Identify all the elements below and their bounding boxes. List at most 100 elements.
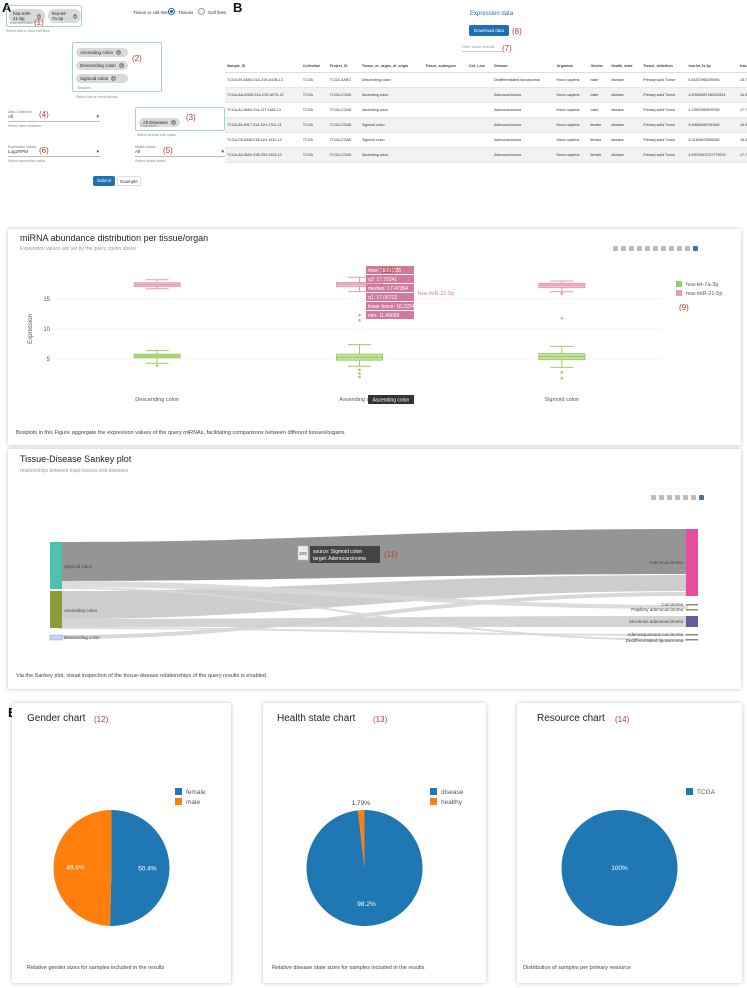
disease-chip[interactable]: All Diseases × xyxy=(139,118,180,127)
table-header-cell[interactable]: Collection xyxy=(300,60,328,73)
sankey-node-adenosquamous[interactable] xyxy=(686,634,698,636)
legend-swatch[interactable] xyxy=(175,798,182,805)
select-icon[interactable] xyxy=(659,495,664,500)
box-hsa-let-7a-3p[interactable] xyxy=(336,344,383,379)
remove-chip-icon[interactable]: × xyxy=(118,63,124,68)
legend-swatch[interactable] xyxy=(175,788,182,795)
remove-chip-icon[interactable]: × xyxy=(111,76,117,81)
box-hsa-let-7a-3p[interactable] xyxy=(133,350,181,367)
camera-icon[interactable] xyxy=(613,246,618,251)
legend-label[interactable]: female xyxy=(186,789,206,796)
lasso-icon[interactable] xyxy=(667,495,672,500)
hover-closest-icon[interactable] xyxy=(677,246,682,251)
zoom-in-icon[interactable] xyxy=(637,246,642,251)
filter-input[interactable]: Filter these results xyxy=(462,44,502,52)
box-hsa-let-7a-3p[interactable] xyxy=(538,345,586,380)
spike-icon[interactable] xyxy=(669,246,674,251)
disease-select[interactable]: All Diseases × Diseases xyxy=(135,107,225,131)
plotly-logo-icon[interactable] xyxy=(693,246,698,251)
legend-label[interactable]: disease xyxy=(441,789,464,796)
expression-select[interactable]: Log2RPM ▾ xyxy=(8,149,100,157)
tissue-select[interactable]: Ascending colon × Descending colon × Sigmo… xyxy=(72,42,162,92)
legend-label[interactable]: TCGA xyxy=(697,789,716,796)
health-select[interactable]: All ▾ xyxy=(135,149,225,157)
hover-compare-icon[interactable] xyxy=(691,495,696,500)
annotation-3: (3) xyxy=(186,113,196,122)
legend-label[interactable]: male xyxy=(186,799,200,806)
table-row[interactable]: TCGA-5A-6917-01A-11H-1702-13 TCGA TCGA-COA… xyxy=(225,117,747,133)
remove-chip-icon[interactable]: × xyxy=(37,13,41,19)
pie-slice-female[interactable] xyxy=(110,810,170,926)
tissue-chip-2[interactable]: Descending colon × xyxy=(76,61,128,70)
remove-chip-icon[interactable]: × xyxy=(73,13,77,19)
mirna-chip-1[interactable]: hsa-miR-21-5p × xyxy=(9,9,45,23)
sankey-node-mucinous[interactable] xyxy=(686,616,698,627)
table-header-cell[interactable]: Gender xyxy=(588,60,610,73)
mirna-select[interactable]: hsa-miR-21-5p × hsa-let-7a-3p × hsa-miRNAs xyxy=(6,5,82,27)
autoscale-icon[interactable] xyxy=(653,246,658,251)
mirna-chip-2[interactable]: hsa-let-7a-3p × xyxy=(47,9,81,23)
submit-button[interactable]: Submit xyxy=(93,176,115,186)
table-row[interactable]: TCGA-A6-5659-01B-03R-2303-13 TCGA TCGA-COA… xyxy=(225,147,747,163)
table-header-cell[interactable]: Cell_Line xyxy=(466,60,492,73)
sankey-node-descending[interactable] xyxy=(49,634,63,641)
table-header-cell[interactable]: hsa-let-7a-3p xyxy=(686,60,739,73)
remove-chip-icon[interactable]: × xyxy=(116,50,122,55)
table-cell: Ascending colon xyxy=(359,102,424,118)
tissue-chip-3[interactable]: Sigmoid colon × xyxy=(76,74,128,83)
legend-label[interactable]: healthy xyxy=(441,799,463,806)
sankey-node-adenocarcinoma[interactable] xyxy=(686,529,698,596)
home-icon[interactable] xyxy=(661,246,666,251)
download-data-button[interactable]: Download data xyxy=(469,25,509,36)
legend-label[interactable]: hsa-miR-21-5p xyxy=(686,291,722,297)
table-header-cell[interactable]: hsa-miR-2 xyxy=(738,60,747,73)
table-header-cell[interactable]: Tissue_subregion xyxy=(423,60,467,73)
table-row[interactable]: TCGA-AA-A00D-01A-21R-A075-13 TCGA TCGA-COA… xyxy=(225,87,747,103)
sankey-link[interactable] xyxy=(58,581,688,609)
legend-swatch[interactable] xyxy=(676,290,682,296)
legend-label[interactable]: hsa-let-7a-3p xyxy=(686,282,718,288)
legend-swatch[interactable] xyxy=(430,788,437,795)
sankey-link[interactable] xyxy=(58,616,688,627)
sankey-node-liposarcoma[interactable] xyxy=(686,639,698,641)
sankey-node-ascending[interactable] xyxy=(50,591,62,628)
table-row[interactable]: TCGA-A2-5683-01A-21T-1652-13 TCGA TCGA-COA… xyxy=(225,102,747,118)
radio-cell-lines[interactable] xyxy=(198,8,205,15)
hover-closest-icon[interactable] xyxy=(683,495,688,500)
plotly-logo-icon[interactable] xyxy=(699,495,704,500)
table-header-cell[interactable]: Sample_ID xyxy=(225,60,301,73)
remove-chip-icon[interactable]: × xyxy=(170,120,176,125)
table-row[interactable]: TCGA-09-A8S0-01A-21R-A41B-13 TCGA TCGA-SAR… xyxy=(225,72,747,88)
pie-slice-healthy[interactable] xyxy=(357,810,365,868)
table-header-cell[interactable]: Disease xyxy=(491,60,555,73)
legend-swatch[interactable] xyxy=(430,798,437,805)
camera-icon[interactable] xyxy=(651,495,656,500)
box-hsa-miR-21-5p[interactable] xyxy=(538,280,586,320)
pie-slice-male[interactable] xyxy=(53,810,112,926)
pan-icon[interactable] xyxy=(629,246,634,251)
legend-swatch[interactable] xyxy=(686,788,693,795)
home-icon[interactable] xyxy=(675,495,680,500)
table-header-cell[interactable]: Tissue_or_organ_of_origin xyxy=(359,60,424,73)
table-header-cell[interactable]: Tissue_definition xyxy=(641,60,687,73)
table-header-cell[interactable]: Health_state xyxy=(609,60,642,73)
table-header-cell[interactable]: Project_ID xyxy=(327,60,360,73)
box-hsa-miR-21-5p[interactable] xyxy=(133,279,181,290)
sankey-node-sigmoid[interactable] xyxy=(50,542,62,589)
zoom-out-icon[interactable] xyxy=(645,246,650,251)
table-row[interactable]: TCGA-D5-6548-01B-11H-1932-13 TCGA TCGA-COA… xyxy=(225,132,747,148)
legend-swatch[interactable] xyxy=(676,281,682,287)
sankey-node-carcinoma[interactable] xyxy=(686,604,698,606)
data-collection-select[interactable]: All ▾ xyxy=(8,114,100,122)
annotation-9: (9) xyxy=(679,303,689,312)
radio-tissues[interactable] xyxy=(168,8,175,15)
sankey-node-papillary[interactable] xyxy=(686,609,698,611)
hover-compare-icon[interactable] xyxy=(685,246,690,251)
table-header-cell[interactable]: Organism xyxy=(554,60,589,73)
pie-slice-TCGA[interactable] xyxy=(561,810,678,926)
tissue-chip-1[interactable]: Ascending colon × xyxy=(76,48,128,57)
example-button[interactable]: Example xyxy=(117,176,141,186)
zoom-icon[interactable] xyxy=(621,246,626,251)
pie-slice-disease[interactable] xyxy=(306,810,423,926)
table-cell: Primary solid Tumor xyxy=(641,102,687,118)
